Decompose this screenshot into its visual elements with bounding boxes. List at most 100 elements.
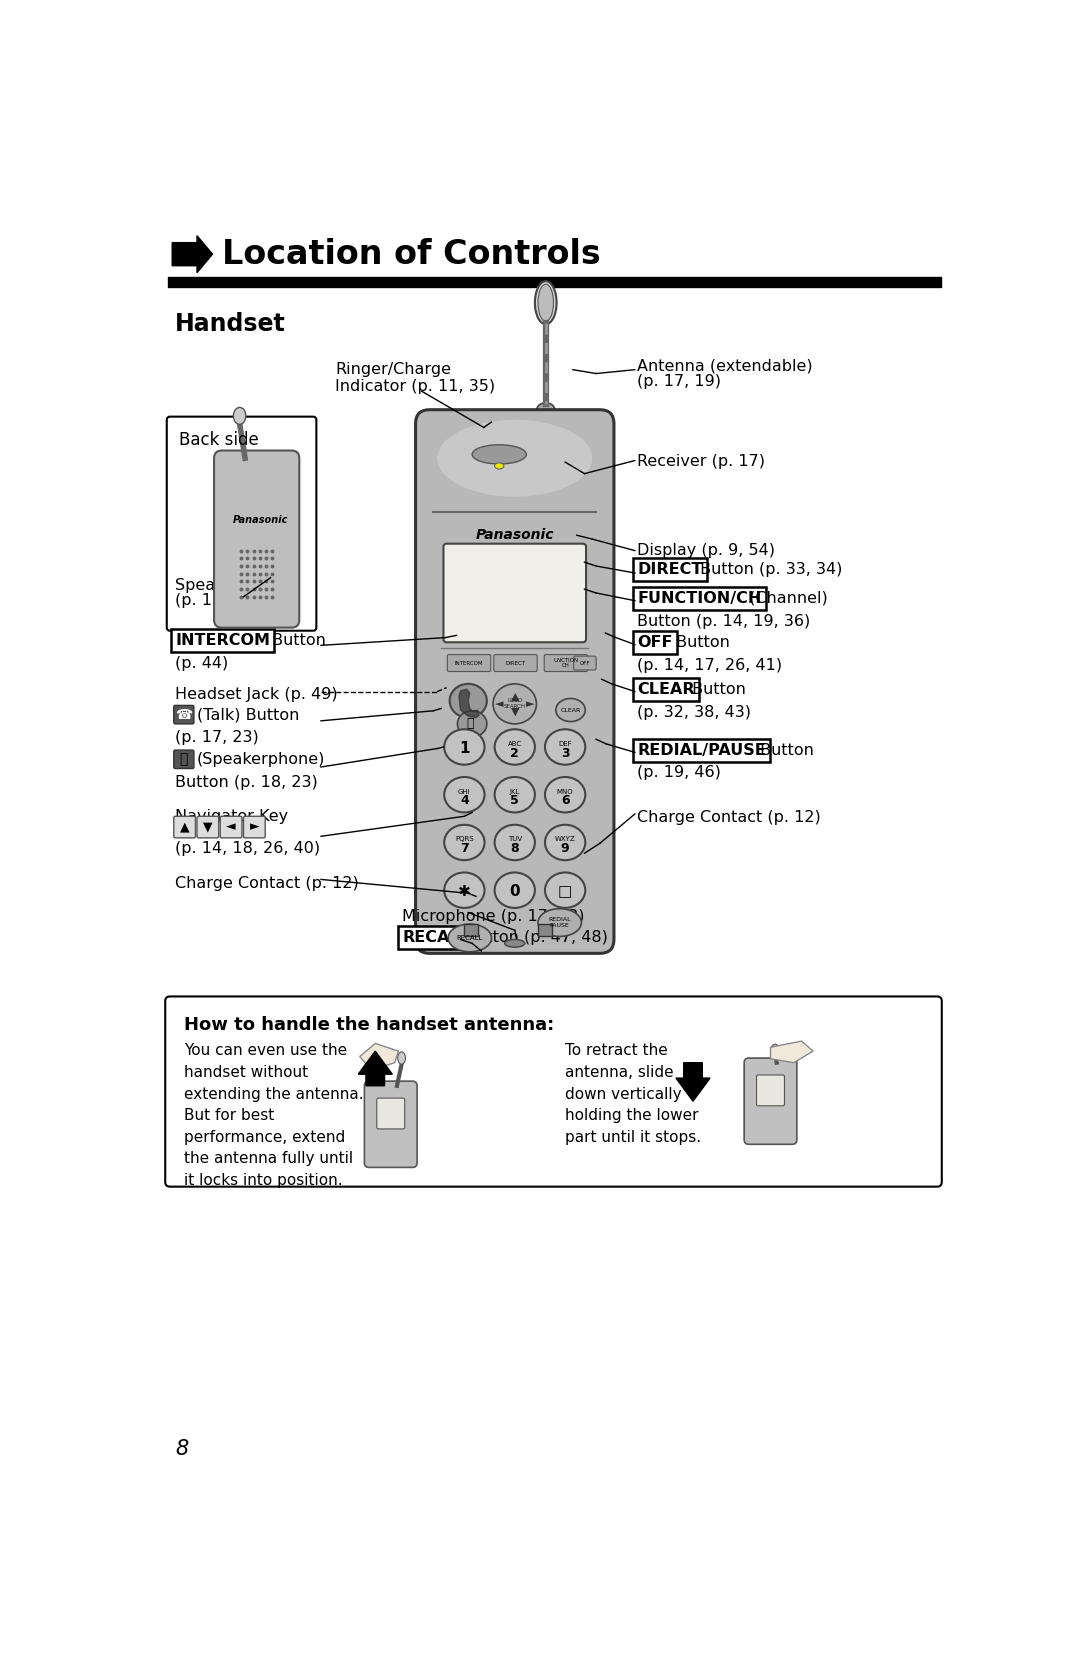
- Ellipse shape: [545, 873, 585, 908]
- Text: OFF: OFF: [579, 661, 590, 666]
- Text: Navigator Key: Navigator Key: [175, 808, 288, 823]
- Text: Handset: Handset: [175, 312, 286, 335]
- FancyBboxPatch shape: [573, 656, 596, 669]
- Text: MNO: MNO: [557, 789, 573, 794]
- FancyBboxPatch shape: [544, 654, 588, 671]
- Ellipse shape: [556, 698, 585, 721]
- FancyBboxPatch shape: [444, 544, 586, 643]
- Text: (p. 17): (p. 17): [175, 592, 229, 608]
- FancyBboxPatch shape: [174, 816, 195, 838]
- FancyBboxPatch shape: [364, 1082, 417, 1167]
- Text: ◄: ◄: [227, 821, 235, 833]
- Text: Location of Controls: Location of Controls: [221, 237, 600, 270]
- Text: (p. 17, 23): (p. 17, 23): [175, 729, 259, 744]
- Text: ►: ►: [249, 821, 259, 833]
- FancyBboxPatch shape: [214, 451, 299, 628]
- Text: 9: 9: [561, 843, 569, 855]
- FancyBboxPatch shape: [757, 1075, 784, 1107]
- Ellipse shape: [535, 280, 556, 324]
- FancyBboxPatch shape: [197, 816, 218, 838]
- Text: Panasonic: Panasonic: [475, 527, 554, 542]
- Text: 0: 0: [510, 885, 521, 900]
- Text: (p. 17, 19): (p. 17, 19): [637, 374, 721, 389]
- Polygon shape: [770, 1041, 813, 1063]
- Text: ▼: ▼: [511, 706, 519, 716]
- Text: You can even use the
handset without
extending the antenna.
But for best
perform: You can even use the handset without ext…: [184, 1043, 364, 1188]
- Text: Charge Contact (p. 12): Charge Contact (p. 12): [175, 876, 359, 891]
- Text: GHI: GHI: [458, 789, 471, 794]
- Text: Panasonic: Panasonic: [233, 514, 288, 524]
- Ellipse shape: [444, 729, 485, 764]
- FancyBboxPatch shape: [165, 996, 942, 1187]
- Text: TUV: TUV: [508, 836, 522, 843]
- Text: (p. 14, 17, 26, 41): (p. 14, 17, 26, 41): [637, 658, 782, 673]
- Text: ◄: ◄: [495, 699, 503, 709]
- Ellipse shape: [444, 778, 485, 813]
- Text: ►: ►: [526, 699, 535, 709]
- Text: (p. 14, 18, 26, 40): (p. 14, 18, 26, 40): [175, 841, 321, 856]
- Ellipse shape: [545, 778, 585, 813]
- Text: □: □: [558, 885, 572, 900]
- Ellipse shape: [449, 684, 487, 718]
- Text: How to handle the handset antenna:: How to handle the handset antenna:: [184, 1016, 554, 1035]
- Ellipse shape: [444, 873, 485, 908]
- Ellipse shape: [537, 402, 555, 419]
- Text: Antenna (extendable): Antenna (extendable): [637, 359, 813, 374]
- Text: Button (p. 47, 48): Button (p. 47, 48): [460, 930, 608, 945]
- Text: JKL: JKL: [510, 789, 519, 794]
- Ellipse shape: [495, 824, 535, 860]
- Text: INTERCOM: INTERCOM: [175, 633, 270, 648]
- Text: (Channel): (Channel): [744, 591, 828, 606]
- Text: 🔈: 🔈: [179, 753, 188, 766]
- Text: RECALL: RECALL: [457, 935, 483, 941]
- Text: Speaker: Speaker: [175, 577, 241, 592]
- Text: DIRECT: DIRECT: [637, 562, 703, 577]
- Text: 4: 4: [460, 794, 469, 808]
- Text: (Speakerphone): (Speakerphone): [197, 751, 325, 766]
- Ellipse shape: [495, 873, 535, 908]
- Text: Button: Button: [267, 633, 326, 648]
- Text: INTERCOM: INTERCOM: [455, 661, 483, 666]
- Polygon shape: [360, 1043, 399, 1070]
- FancyBboxPatch shape: [174, 706, 194, 724]
- Text: Button (p. 18, 23): Button (p. 18, 23): [175, 774, 318, 789]
- Text: 8: 8: [175, 1439, 189, 1459]
- Ellipse shape: [397, 1051, 405, 1065]
- FancyBboxPatch shape: [744, 1058, 797, 1145]
- Text: 🔈: 🔈: [467, 718, 473, 731]
- Ellipse shape: [538, 284, 554, 320]
- Text: (Talk) Button: (Talk) Button: [197, 708, 299, 723]
- Text: 6: 6: [561, 794, 569, 808]
- Text: Ringer/Charge: Ringer/Charge: [335, 362, 451, 377]
- Ellipse shape: [545, 729, 585, 764]
- Text: Button: Button: [755, 743, 814, 758]
- Text: 3: 3: [561, 746, 569, 759]
- Text: DEF: DEF: [558, 741, 572, 748]
- Text: (p. 19, 46): (p. 19, 46): [637, 766, 721, 781]
- Text: To retract the
antenna, slide
down vertically
holding the lower
part until it st: To retract the antenna, slide down verti…: [565, 1043, 701, 1145]
- Ellipse shape: [495, 462, 504, 469]
- Text: Button: Button: [672, 634, 730, 649]
- Text: OFF: OFF: [637, 634, 673, 649]
- Text: Button (p. 33, 34): Button (p. 33, 34): [694, 562, 842, 577]
- Text: ▲: ▲: [179, 821, 189, 833]
- FancyBboxPatch shape: [447, 654, 490, 671]
- Polygon shape: [172, 235, 213, 272]
- Text: (p. 44): (p. 44): [175, 656, 229, 671]
- Text: Microphone (p. 17, 23): Microphone (p. 17, 23): [403, 908, 585, 923]
- Polygon shape: [459, 689, 480, 718]
- Text: ✱: ✱: [458, 885, 471, 900]
- Text: LOUD
SEARCH: LOUD SEARCH: [503, 698, 526, 709]
- Text: FUNCTION/CH: FUNCTION/CH: [637, 591, 761, 606]
- Text: Button: Button: [687, 681, 745, 696]
- Text: 7: 7: [460, 843, 469, 855]
- Text: ▼: ▼: [203, 821, 213, 833]
- Ellipse shape: [538, 908, 581, 936]
- Ellipse shape: [448, 925, 491, 951]
- Text: 2: 2: [511, 746, 519, 759]
- Text: PQRS: PQRS: [455, 836, 474, 843]
- Text: Charge Contact (p. 12): Charge Contact (p. 12): [637, 809, 821, 824]
- Text: RECALL: RECALL: [403, 930, 470, 945]
- Text: REDIAL/PAUSE: REDIAL/PAUSE: [637, 743, 766, 758]
- Ellipse shape: [494, 684, 537, 724]
